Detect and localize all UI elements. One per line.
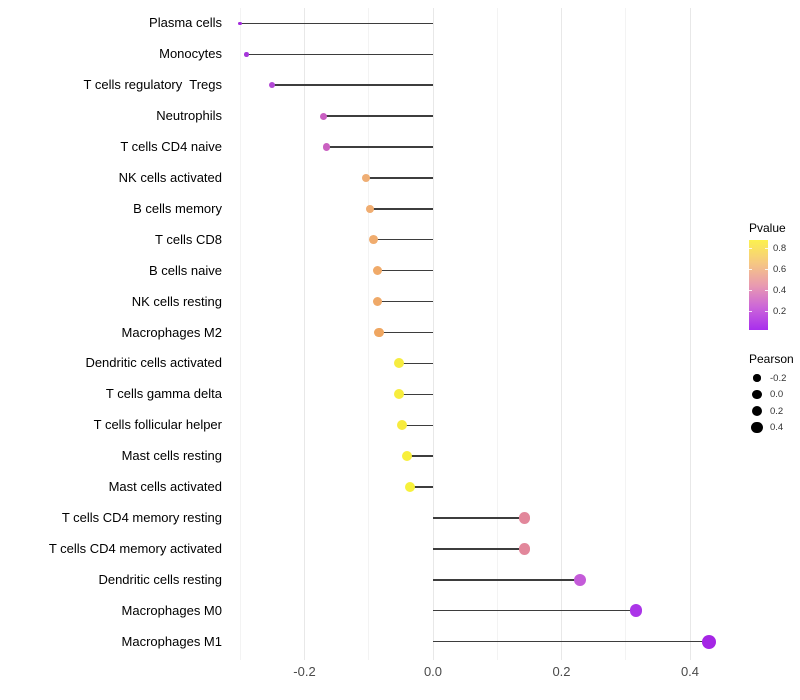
x-tick-label: 0.2 (552, 664, 571, 679)
lollipop-dot (372, 296, 382, 307)
pearson-legend-dot (751, 422, 763, 434)
lollipop-dot (629, 604, 643, 618)
lollipop-dot (519, 512, 531, 524)
row-label: B cells memory (133, 200, 222, 216)
lollipop-dot (368, 235, 378, 245)
lollipop-dot (361, 173, 371, 183)
lollipop-stem (402, 424, 433, 426)
pvalue-tick-mark (749, 269, 752, 271)
lollipop-dot (397, 420, 408, 431)
row-label: Neutrophils (156, 108, 222, 124)
pvalue-tick-mark (765, 311, 768, 313)
lollipop-dot (320, 112, 328, 120)
pearson-legend-dot (752, 389, 762, 400)
pvalue-tick-mark (749, 290, 752, 292)
row-label: T cells CD8 (155, 231, 222, 247)
lollipop-stem (377, 269, 433, 272)
gridline-major (561, 8, 562, 660)
row-label: T cells follicular helper (93, 417, 222, 433)
pvalue-tick-label: 0.2 (773, 305, 787, 317)
lollipop-stem (433, 610, 637, 612)
lollipop-dot (393, 358, 404, 369)
x-tick-label: -0.2 (293, 664, 316, 679)
lollipop-stem (326, 146, 433, 148)
pearson-legend-dot (751, 406, 763, 417)
lollipop-stem (398, 362, 433, 365)
lollipop-dot (393, 389, 404, 400)
lollipop-stem (433, 548, 525, 550)
row-label: T cells gamma delta (105, 386, 222, 402)
lollipop-dot (244, 51, 249, 57)
lollipop-stem (272, 84, 433, 86)
row-label: Macrophages M2 (121, 324, 222, 340)
gridline-minor (496, 8, 498, 660)
gridline-minor (368, 8, 370, 660)
gridline-major (304, 8, 305, 660)
lollipop-stem (407, 455, 433, 457)
lollipop-stem (433, 517, 525, 519)
lollipop-stem (398, 393, 433, 396)
pvalue-colorbar (749, 240, 768, 330)
row-label: Macrophages M1 (121, 633, 222, 649)
pvalue-tick-label: 0.6 (773, 263, 787, 275)
lollipop-dot (365, 204, 375, 214)
row-label: B cells naive (149, 262, 222, 278)
gridline-major (432, 8, 434, 660)
x-tick-label: 0.0 (423, 664, 443, 679)
gridline-minor (239, 8, 241, 660)
lollipop-stem (433, 641, 710, 643)
pearson-legend-label: -0.2 (770, 372, 787, 384)
row-label: Dendritic cells resting (98, 571, 222, 587)
lollipop-dot (269, 82, 276, 89)
lollipop-dot (238, 21, 243, 26)
row-label: Mast cells resting (121, 448, 222, 464)
pvalue-tick-label: 0.8 (773, 242, 787, 254)
pvalue-tick-mark (749, 311, 752, 313)
row-label: T cells CD4 memory resting (61, 510, 222, 526)
lollipop-stem (240, 22, 433, 24)
lollipop-stem (433, 579, 581, 581)
pearson-legend-label: 0.4 (770, 422, 784, 434)
row-label: Macrophages M0 (121, 602, 222, 618)
lollipop-dot (374, 327, 384, 338)
row-label: Dendritic cells activated (85, 355, 222, 371)
lollipop-dot (574, 573, 587, 586)
lollipop-dot (519, 543, 531, 555)
pearson-legend-label: 0.0 (770, 389, 784, 401)
lollipop-stem (373, 239, 433, 241)
row-label: T cells regulatory Tregs (83, 77, 222, 93)
lollipop-dot (372, 266, 382, 276)
row-label: T cells CD4 naive (120, 138, 222, 154)
x-tick-label: 0.4 (680, 664, 700, 679)
pvalue-tick-mark (765, 290, 768, 292)
gridline-major (689, 8, 691, 660)
pvalue-tick-mark (765, 248, 768, 250)
row-label: NK cells resting (131, 293, 222, 309)
row-label: Monocytes (159, 46, 222, 62)
lollipop-dot (322, 143, 330, 151)
row-label: T cells CD4 memory activated (48, 540, 222, 556)
lollipop-dot (702, 634, 717, 649)
lollipop-stem (379, 331, 433, 334)
lollipop-dot (404, 481, 416, 493)
pvalue-tick-label: 0.4 (773, 284, 787, 296)
row-label: NK cells activated (118, 169, 222, 185)
lollipop-stem (409, 486, 433, 488)
lollipop-stem (246, 53, 433, 55)
lollipop-stem (370, 208, 433, 210)
legend-pvalue-title: Pvalue (749, 221, 786, 235)
pvalue-tick-mark (765, 269, 768, 271)
legend-pearson-title: Pearson (749, 352, 794, 366)
pearson-legend-label: 0.2 (770, 405, 784, 417)
lollipop-dot (402, 451, 413, 462)
lollipop-stem (366, 177, 433, 179)
row-label: Plasma cells (149, 15, 222, 31)
row-label: Mast cells activated (108, 479, 222, 495)
lollipop-stem (377, 300, 433, 303)
lollipop-stem (323, 115, 433, 117)
pearson-legend-dot (753, 374, 761, 382)
pvalue-tick-mark (749, 248, 752, 250)
gridline-minor (625, 8, 627, 660)
